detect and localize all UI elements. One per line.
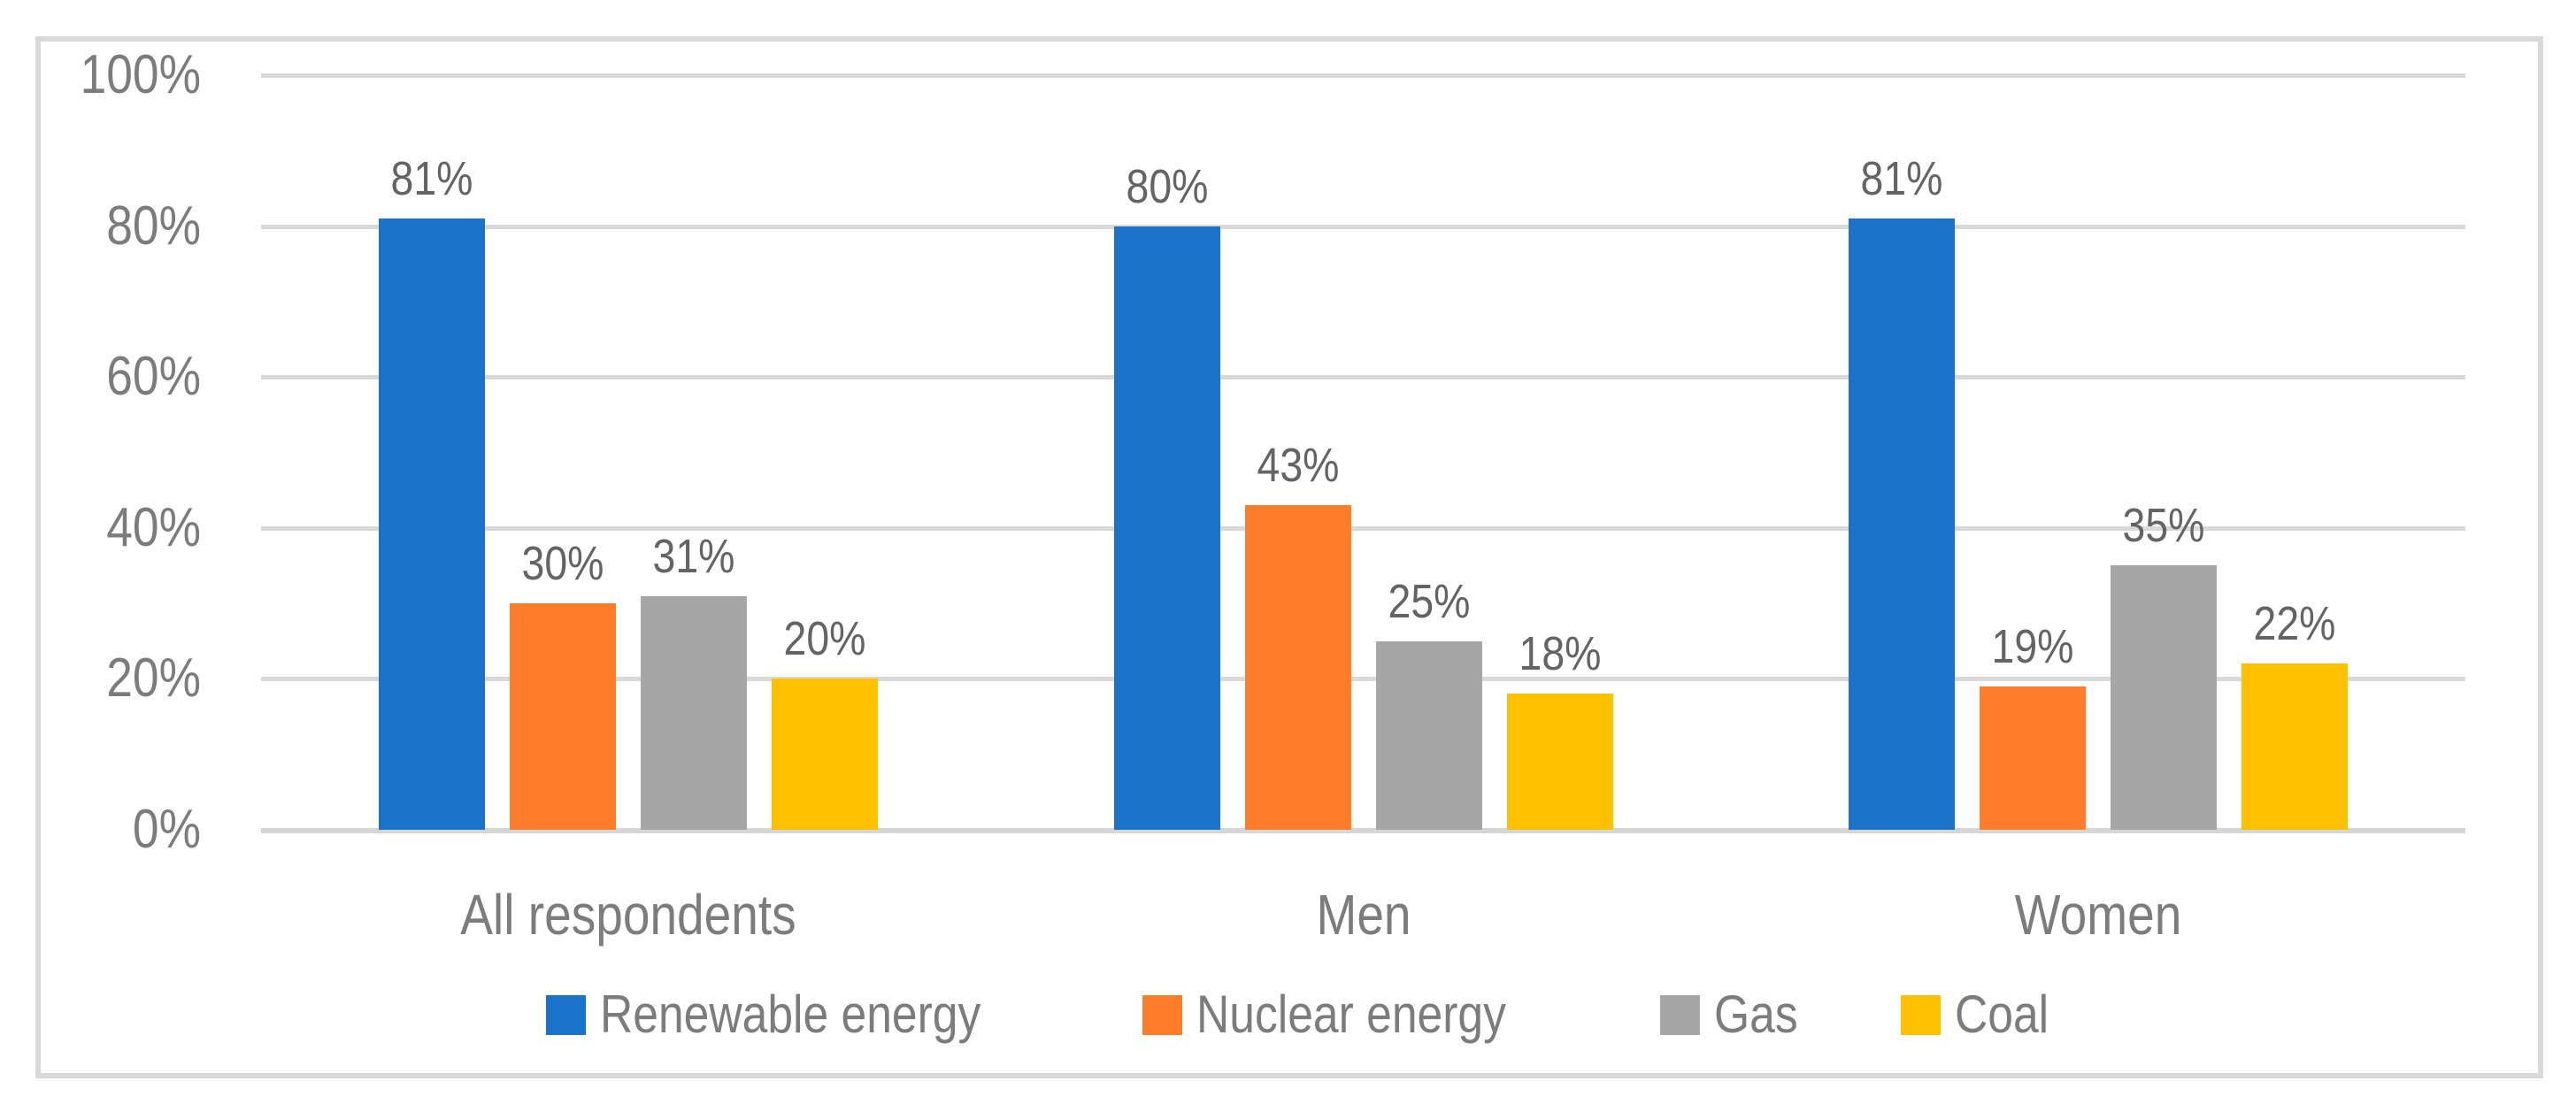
legend-label: Renewable energy [600, 985, 981, 1044]
data-label: 80% [1126, 160, 1208, 213]
bar-group-0: 81% 30% 31% 20% [379, 155, 879, 830]
bar: 30% [510, 540, 617, 830]
data-label: 81% [1860, 152, 1943, 205]
legend-label: Gas [1714, 985, 1798, 1044]
legend-swatch-icon [546, 994, 586, 1035]
data-label: 25% [1388, 575, 1470, 628]
legend-label: Coal [1955, 985, 2049, 1044]
bar: 19% [1979, 623, 2086, 830]
legend-item: Nuclear energy [1142, 988, 1557, 1041]
bar: 18% [1506, 630, 1613, 830]
y-tick-label: 0% [132, 799, 201, 860]
y-tick-label: 80% [106, 195, 201, 257]
bar: 43% [1244, 441, 1351, 830]
legend-item: Gas [1660, 988, 1811, 1041]
y-tick-label: 40% [106, 496, 201, 558]
y-tick-label: 20% [106, 648, 201, 709]
data-label: 35% [2122, 499, 2205, 552]
data-label: 20% [783, 612, 866, 665]
data-label: 31% [652, 530, 735, 583]
legend-swatch-icon [1142, 994, 1182, 1035]
chart-frame [35, 36, 2543, 1078]
legend-swatch-icon [1901, 994, 1941, 1035]
legend-label: Nuclear energy [1196, 985, 1506, 1044]
data-label: 22% [2253, 597, 2336, 650]
legend-item: Coal [1901, 988, 2064, 1041]
legend-item: Renewable energy [546, 988, 1042, 1041]
category-label: Men [1315, 883, 1411, 947]
gridline-100 [261, 73, 2465, 78]
bar: 81% [1848, 155, 1955, 830]
bar: 81% [379, 155, 486, 830]
gridline-20 [261, 677, 2465, 682]
bar: 35% [2110, 502, 2217, 830]
y-tick-label: 100% [80, 44, 201, 105]
bar: 80% [1113, 163, 1220, 830]
gridline-60 [261, 375, 2465, 380]
bar: 31% [641, 533, 748, 830]
x-axis-line [261, 828, 2465, 833]
data-label: 30% [521, 537, 604, 590]
bar: 20% [772, 615, 879, 830]
bar: 25% [1375, 578, 1482, 830]
bar: 22% [2241, 600, 2348, 830]
plot-area: 81% 30% 31% 20% 80% 43% 25% 18% 81% 19% 35% 22% [261, 73, 2465, 833]
bar-group-2: 81% 19% 35% 22% [1848, 155, 2348, 830]
data-label: 19% [1991, 620, 2074, 673]
y-tick-label: 60% [106, 346, 201, 408]
data-label: 18% [1519, 627, 1601, 680]
gridline-80 [261, 224, 2465, 229]
gridline-40 [261, 525, 2465, 531]
data-label: 81% [390, 152, 473, 205]
legend-swatch-icon [1660, 994, 1700, 1035]
data-label: 43% [1257, 439, 1339, 492]
bar-group-1: 80% 43% 25% 18% [1113, 163, 1613, 830]
category-label: Women [2014, 883, 2182, 947]
category-label: All respondents [460, 883, 796, 947]
